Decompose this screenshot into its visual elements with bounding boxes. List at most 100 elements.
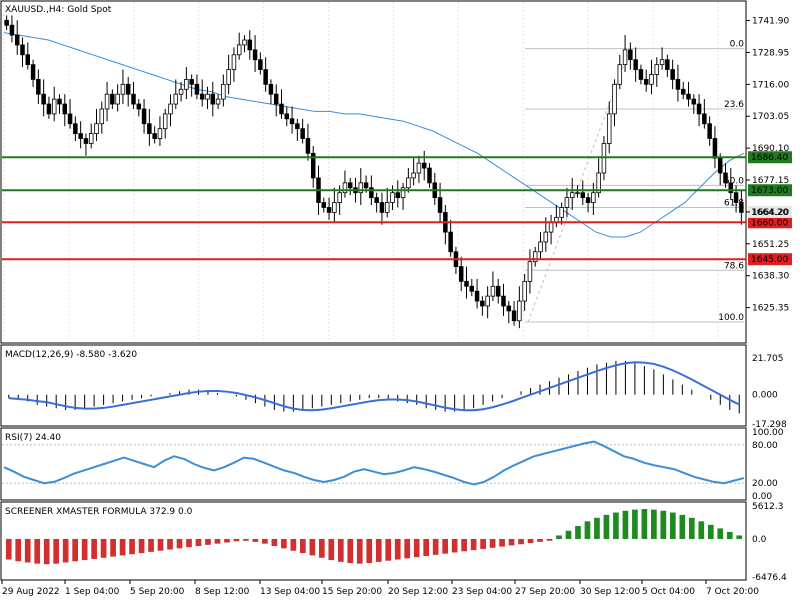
- candle-body: [104, 93, 110, 110]
- candle-body: [702, 113, 707, 125]
- candle-body: [395, 192, 401, 199]
- time-tick-label: 13 Sep 04:00: [260, 587, 320, 597]
- candle-body: [189, 79, 194, 85]
- fib-label: 78.6: [724, 261, 744, 271]
- candle-body: [46, 103, 52, 115]
- screener-axis: 5612.3 0.0 -6476.4: [752, 502, 787, 583]
- candle-body: [538, 241, 543, 253]
- fib-label: 100.0: [718, 313, 744, 323]
- candle-body: [485, 295, 490, 307]
- level-label: 1645.00: [751, 255, 788, 265]
- fib-label: 0.0: [730, 40, 745, 50]
- current-price-bg: [748, 205, 792, 218]
- candle-body: [390, 192, 395, 203]
- time-tick-label: 5 Sep 20:00: [130, 587, 185, 597]
- fib-label: 23.6: [724, 100, 744, 110]
- rsi-tick-label: 80.00: [752, 441, 778, 451]
- candle-body: [680, 88, 686, 95]
- macd-axis: 21.705 0.000 -17.298: [752, 354, 787, 430]
- candle-body: [25, 54, 31, 66]
- candle-body: [643, 79, 649, 85]
- time-tick-label: 27 Sep 20:00: [515, 587, 575, 597]
- candle-body: [649, 74, 654, 85]
- fibonacci-levels: 0.0 23.6 50.0 61.8 78.6 100.0: [525, 40, 744, 323]
- price-tick-label: 1664.20: [752, 208, 789, 218]
- candle-body: [231, 54, 237, 70]
- level-label-bg: [748, 151, 792, 164]
- candle-body: [57, 98, 62, 105]
- rsi-line: [2, 440, 746, 486]
- candle-body: [665, 59, 670, 70]
- candle-body: [342, 182, 348, 194]
- candle-body: [548, 221, 554, 233]
- candle-body: [88, 133, 94, 144]
- screener-label: SCREENER XMASTER FORMULA 372.9 0.0: [5, 507, 193, 517]
- candle-body: [284, 113, 290, 120]
- candle-body: [691, 98, 697, 105]
- candle-body: [99, 108, 105, 125]
- level-label-bg: [748, 253, 792, 266]
- macd-tick-label: 0.000: [752, 391, 778, 401]
- price-tick-label: 1716.00: [752, 80, 789, 90]
- candle-body: [633, 59, 638, 70]
- candle-body: [30, 64, 36, 80]
- candle-body: [437, 197, 443, 213]
- candle-body: [532, 251, 538, 263]
- candle-body: [136, 103, 142, 110]
- candle-body: [173, 93, 179, 105]
- screener-histogram: [5, 509, 743, 565]
- candle-body: [300, 128, 305, 139]
- candle-body: [141, 108, 147, 125]
- candle-body: [490, 285, 496, 297]
- time-tick-label: 29 Aug 2022: [2, 587, 60, 597]
- candle-body: [73, 123, 78, 134]
- candle-body: [559, 207, 564, 218]
- candle-body: [157, 128, 163, 139]
- candle-body: [125, 83, 131, 95]
- price-tick-label: 1741.90: [752, 17, 789, 27]
- candle-body: [41, 93, 46, 105]
- time-tick-label: 8 Sep 12:00: [195, 587, 250, 597]
- candle-body: [78, 133, 83, 139]
- candle-body: [591, 192, 596, 203]
- candle-body: [62, 103, 68, 115]
- candle-body: [543, 231, 549, 243]
- candle-body: [564, 197, 570, 208]
- candle-body: [675, 79, 681, 90]
- candle-body: [199, 93, 205, 100]
- fib-trendline: [527, 48, 631, 323]
- price-tick-label: 1651.25: [752, 240, 789, 250]
- candle-body: [310, 152, 316, 179]
- candle-body: [168, 103, 173, 115]
- price-tick-label: 1625.35: [752, 304, 789, 314]
- macd-label: MACD(12,26,9) -8.580 -3.620: [5, 350, 137, 360]
- macd-signal-line: [8, 361, 740, 412]
- time-tick-label: 30 Sep 12:00: [580, 587, 640, 597]
- candle-body: [236, 44, 242, 56]
- candle-body: [575, 192, 580, 195]
- time-tick-label: 1 Sep 04:00: [65, 587, 120, 597]
- candle-body: [247, 39, 253, 51]
- candle-body: [358, 182, 364, 194]
- candles: [4, 15, 744, 329]
- candle-body: [506, 305, 512, 312]
- current-price-label: 1664.20: [751, 208, 788, 218]
- screener-tick-label: 5612.3: [752, 502, 784, 512]
- time-tick-label: 15 Sep 20:00: [322, 587, 382, 597]
- candle-body: [147, 123, 152, 134]
- candle-body: [221, 83, 226, 100]
- candle-body: [480, 300, 485, 307]
- candle-body: [686, 93, 691, 100]
- candle-body: [670, 69, 675, 80]
- candle-body: [569, 192, 575, 199]
- candle-body: [258, 59, 263, 70]
- candle-body: [464, 280, 469, 287]
- candle-body: [178, 88, 184, 95]
- candle-body: [242, 39, 247, 46]
- level-label: 1686.40: [751, 153, 788, 163]
- candle-body: [501, 295, 506, 307]
- candle-body: [733, 192, 739, 203]
- rsi-axis: 100.00 80.00 20.00 0.00: [752, 428, 784, 502]
- time-tick-label: 20 Sep 12:00: [388, 587, 448, 597]
